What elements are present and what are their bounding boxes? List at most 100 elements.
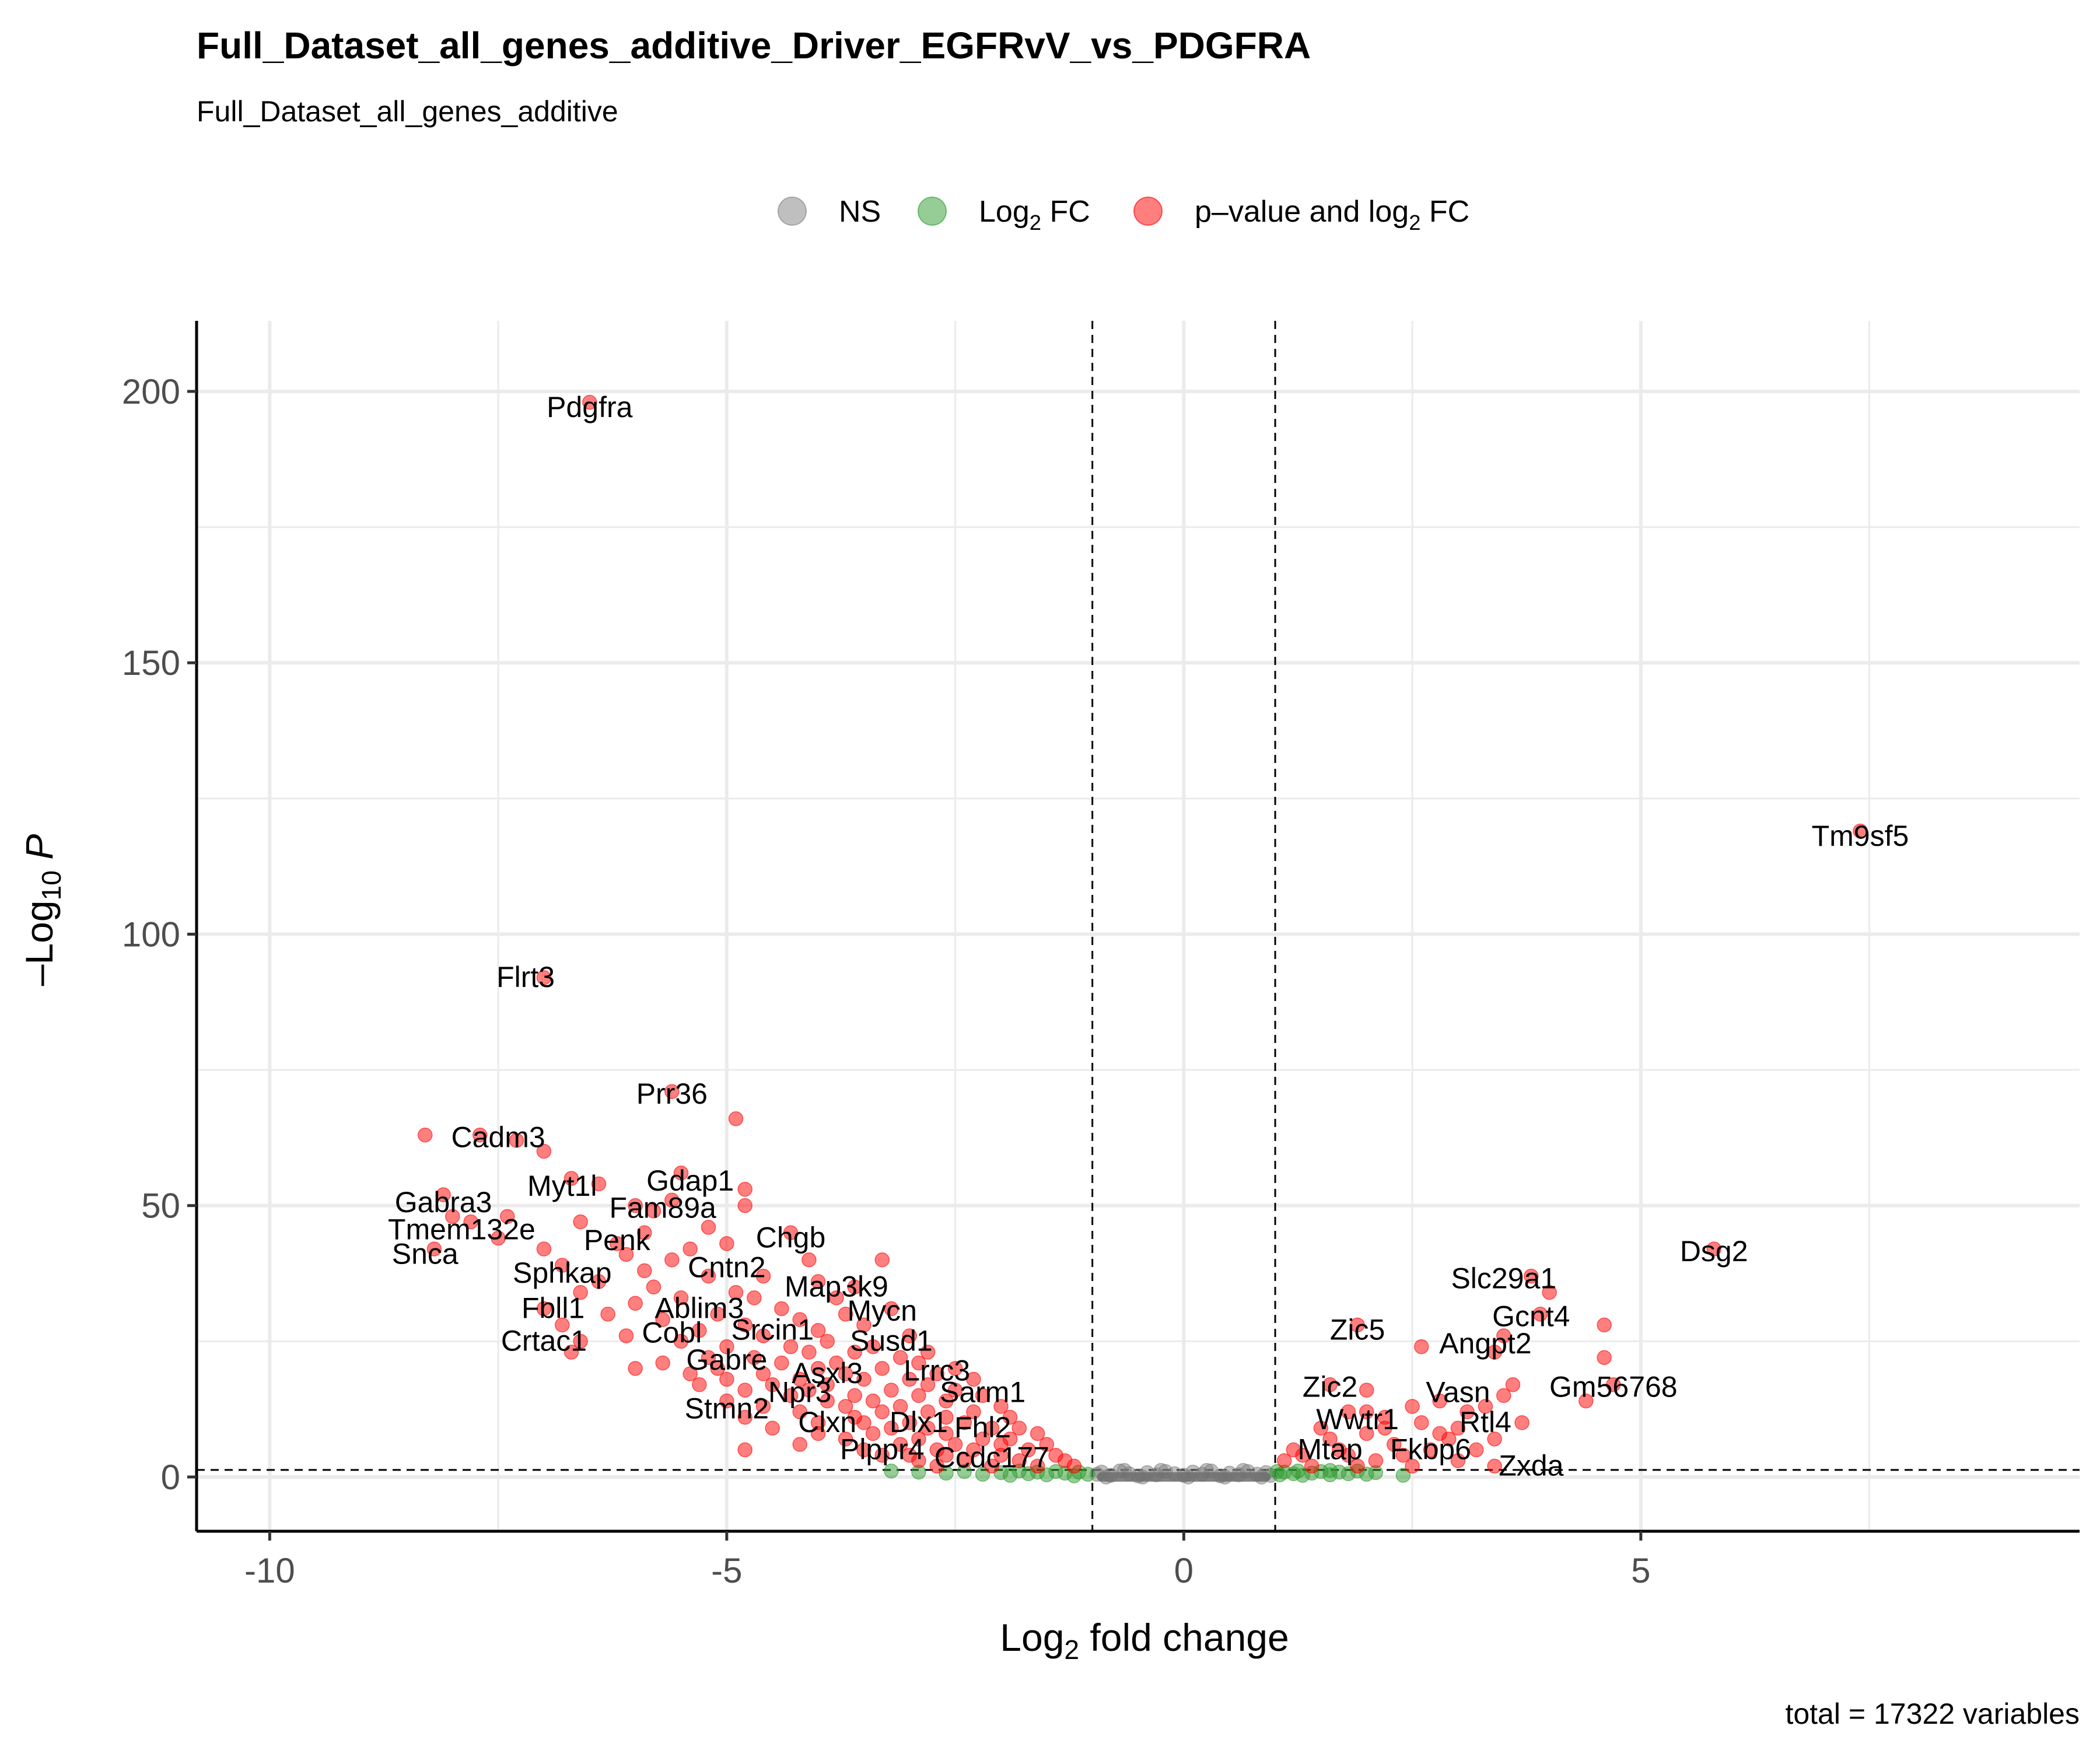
data-point-pfc (719, 1371, 734, 1387)
data-point-pfc (993, 1399, 1009, 1414)
data-point-pfc (1276, 1453, 1292, 1468)
data-point-pfc (719, 1393, 734, 1409)
data-point-pfc (929, 1366, 945, 1381)
axes (195, 321, 2080, 1533)
data-point-pfc (792, 1371, 807, 1387)
gene-label: Mtap (1297, 1433, 1362, 1465)
data-point-pfc (884, 1420, 899, 1436)
data-point-pfc (491, 1230, 506, 1246)
text-part: fold change (1079, 1616, 1289, 1659)
data-point-pfc (847, 1388, 862, 1404)
data-point-pfc (856, 1317, 872, 1333)
chart-subtitle: Full_Dataset_all_genes_additive (197, 95, 618, 128)
data-point-pfc (1350, 1317, 1365, 1333)
x-axis-title: Log2 fold change (1000, 1616, 1289, 1665)
data-point-pfc (783, 1388, 799, 1404)
data-point-pfc (755, 1399, 771, 1414)
gene-label: Fkbp6 (1390, 1433, 1471, 1465)
data-point-pfc (628, 1296, 643, 1311)
data-point-pfc (737, 1409, 752, 1425)
data-point-pfc (536, 1301, 552, 1317)
data-point-pfc (1423, 1442, 1438, 1458)
data-point-pfc (591, 1176, 607, 1192)
gene-label: Penk (584, 1224, 651, 1256)
data-point-pfc (445, 1209, 460, 1224)
text-part: p–value and log (1195, 195, 1409, 229)
y-axis-title: –Log10 P (18, 834, 66, 986)
data-point-pfc (874, 1404, 890, 1420)
data-point-pfc (737, 1198, 752, 1213)
data-point-pfc (1450, 1453, 1466, 1468)
data-point-pfc (701, 1350, 716, 1365)
gene-label: Cadm3 (452, 1121, 545, 1153)
gene-label: Zxda (1499, 1449, 1563, 1482)
text-part: FC (1041, 195, 1090, 229)
legend-label: Log2 FC (979, 195, 1090, 235)
data-point-pfc (1706, 1241, 1721, 1256)
gene-label: Tmem132e (388, 1213, 536, 1246)
data-point-pfc (1505, 1377, 1521, 1392)
data-point-pfc (1469, 1442, 1484, 1458)
gene-label: Zic2 (1303, 1370, 1357, 1403)
data-point-pfc (573, 1334, 588, 1349)
legend: NS Log2 FC p–value and log2 FC (778, 195, 1469, 235)
data-point-pfc (856, 1415, 872, 1430)
gene-label: Sarm1 (940, 1376, 1026, 1409)
data-point-pfc (838, 1399, 853, 1414)
data-point-pfc (1359, 1404, 1374, 1420)
data-point-pfc (1414, 1339, 1429, 1354)
x-tick-label: -5 (711, 1551, 742, 1590)
data-point-pfc (1578, 1393, 1594, 1409)
data-point-pfc (920, 1345, 936, 1360)
data-point-pfc (920, 1377, 936, 1392)
data-point-pfc (765, 1420, 780, 1436)
data-point-pfc (1387, 1437, 1402, 1452)
text-part: FC (1420, 195, 1469, 229)
gene-label: Crtac1 (501, 1324, 587, 1357)
data-point-pfc (682, 1366, 698, 1381)
data-point-fc (1269, 1464, 1284, 1479)
data-point-pfc (838, 1307, 853, 1322)
data-point-pfc (911, 1355, 926, 1371)
data-point-pfc (692, 1377, 707, 1392)
data-point-pfc (1597, 1317, 1612, 1333)
data-point-pfc (984, 1420, 1000, 1436)
data-point-pfc (920, 1420, 936, 1436)
data-point-pfc (1460, 1404, 1475, 1420)
data-point-pfc (1030, 1458, 1045, 1474)
data-point-pfc (802, 1252, 817, 1268)
data-point-pfc (1478, 1399, 1493, 1414)
data-point-pfc (920, 1404, 936, 1420)
data-point-pfc (1450, 1420, 1466, 1436)
data-point-pfc (673, 1290, 689, 1306)
data-point-pfc (473, 1127, 488, 1143)
data-point-pfc (1012, 1453, 1027, 1468)
gene-label: Vasn (1426, 1376, 1490, 1409)
data-point-fc (1395, 1468, 1411, 1483)
data-point-pfc (865, 1426, 881, 1441)
data-point-pfc (884, 1301, 899, 1317)
data-point-pfc (728, 1111, 744, 1126)
data-point-pfc (564, 1345, 579, 1360)
gene-label: Susd1 (850, 1324, 933, 1357)
data-point-pfc (737, 1317, 752, 1333)
data-point-pfc (1030, 1426, 1045, 1441)
data-point-pfc (856, 1442, 872, 1458)
data-point-pfc (1039, 1437, 1055, 1452)
data-point-pfc (820, 1334, 835, 1349)
data-point-pfc (719, 1339, 734, 1354)
data-point-pfc (582, 394, 597, 410)
data-point-pfc (1377, 1420, 1392, 1436)
data-point-pfc (1012, 1420, 1027, 1436)
y-tick-label: 150 (122, 643, 180, 682)
data-point-pfc (610, 1236, 625, 1251)
gene-label: Ccdc177 (935, 1441, 1049, 1474)
legend-label: NS (839, 195, 881, 229)
data-point-pfc (1487, 1345, 1502, 1360)
data-point-pfc (1066, 1458, 1082, 1474)
data-point-pfc (1322, 1432, 1338, 1447)
data-point-pfc (710, 1307, 725, 1322)
data-point-pfc (847, 1279, 862, 1295)
data-point-pfc (947, 1382, 963, 1398)
